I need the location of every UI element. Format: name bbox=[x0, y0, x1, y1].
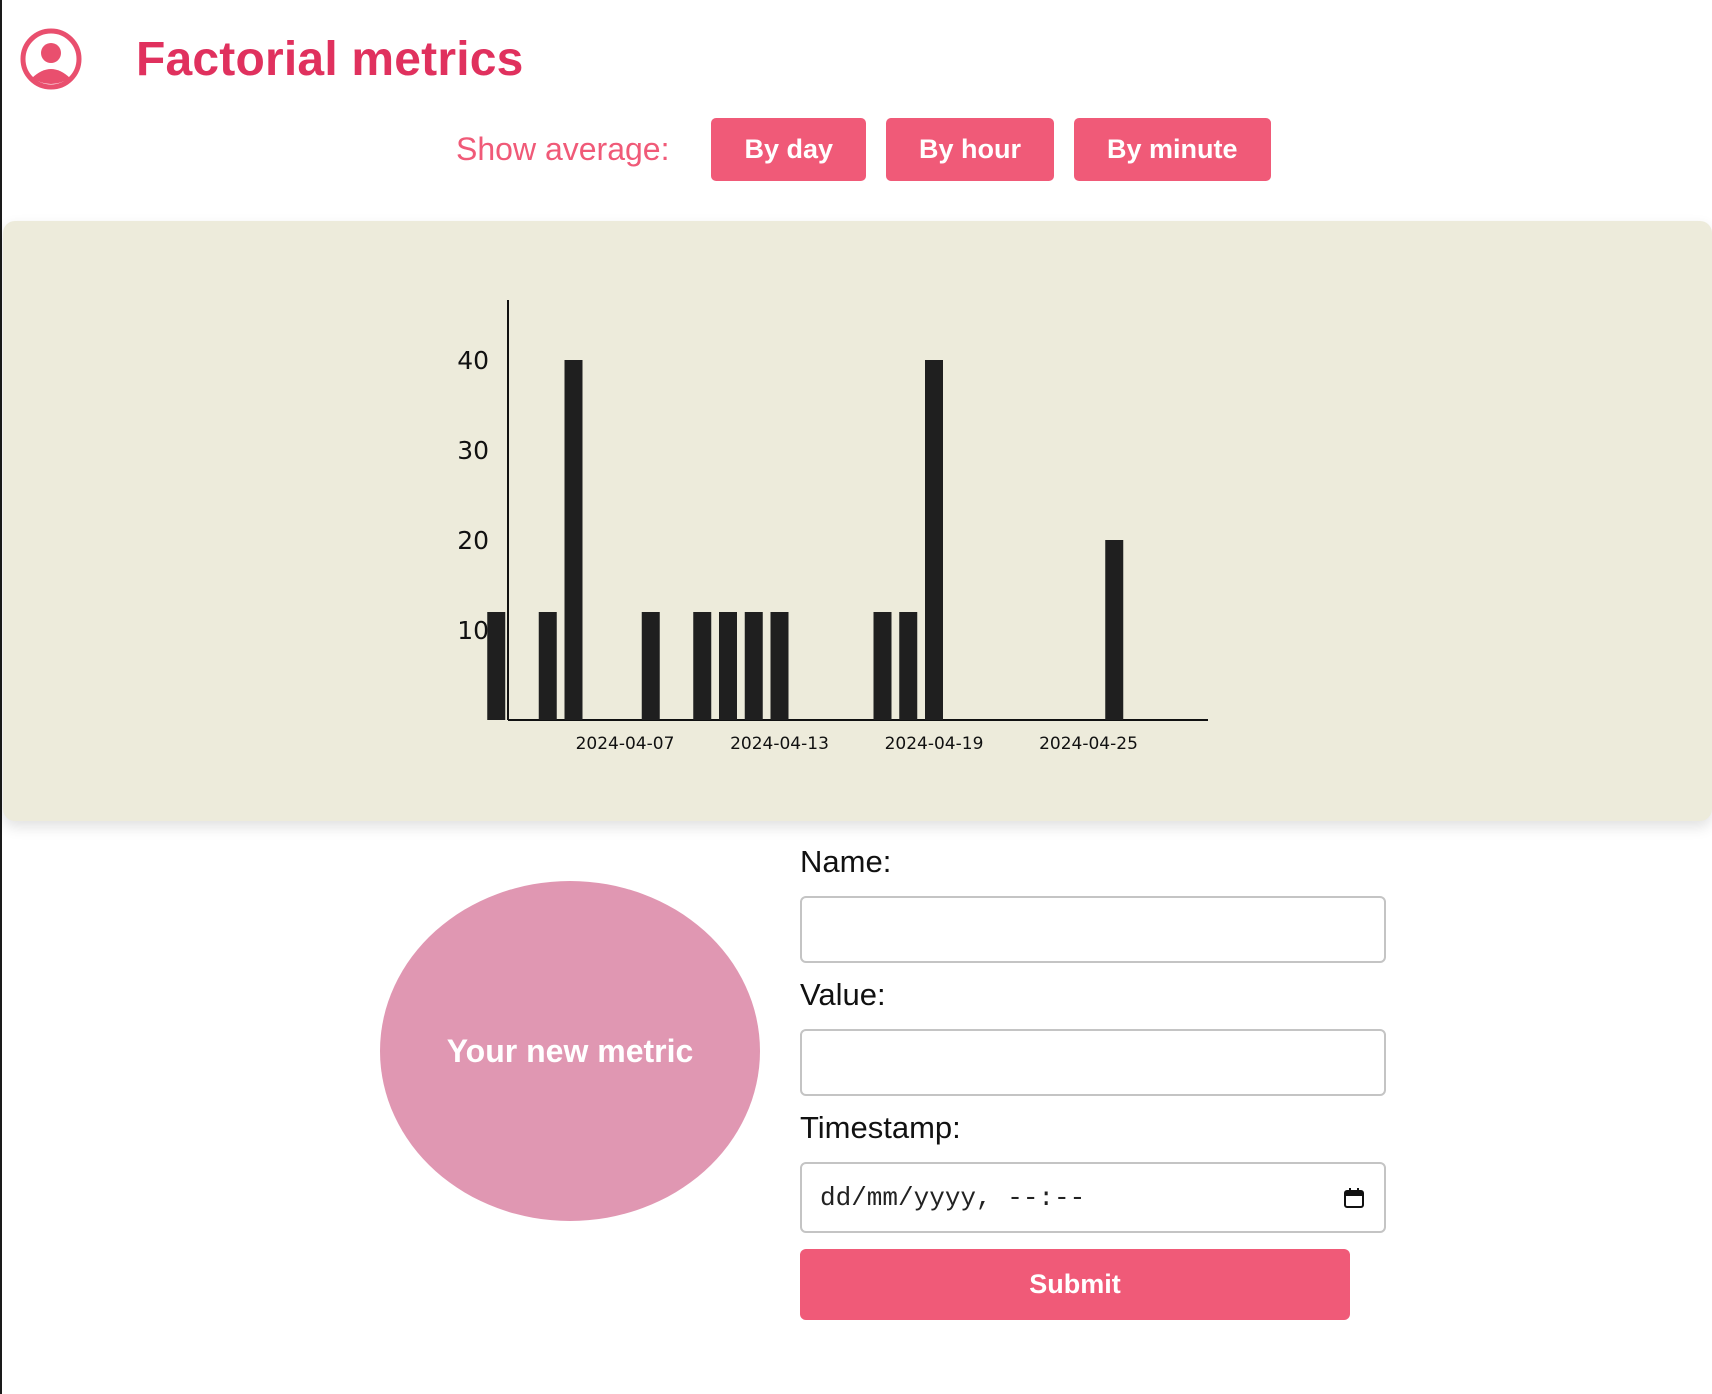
page-left-border bbox=[0, 0, 2, 1394]
chart-bar bbox=[641, 612, 660, 720]
chart-bar bbox=[899, 612, 918, 720]
calendar-icon[interactable] bbox=[1342, 1186, 1366, 1210]
by-hour-button[interactable]: By hour bbox=[886, 118, 1055, 181]
y-tick-label: 30 bbox=[457, 436, 489, 465]
timestamp-label: Timestamp: bbox=[800, 1110, 961, 1145]
timestamp-placeholder: dd/mm/yyyy, --:-- bbox=[820, 1182, 1086, 1213]
name-input[interactable] bbox=[800, 896, 1386, 963]
by-day-button[interactable]: By day bbox=[711, 118, 867, 181]
timestamp-input[interactable]: dd/mm/yyyy, --:-- bbox=[800, 1162, 1386, 1233]
header: Factorial metrics bbox=[18, 24, 524, 94]
y-tick-label: 10 bbox=[457, 616, 489, 645]
page-title: Factorial metrics bbox=[136, 32, 524, 86]
show-average-label: Show average: bbox=[456, 131, 670, 167]
average-toolbar: Show average: By day By hour By minute bbox=[456, 118, 1291, 181]
chart-bar bbox=[770, 612, 789, 720]
x-tick-label: 2024-04-13 bbox=[730, 734, 829, 754]
x-tick-label: 2024-04-25 bbox=[1039, 734, 1138, 754]
submit-button[interactable]: Submit bbox=[800, 1249, 1350, 1320]
by-minute-button[interactable]: By minute bbox=[1074, 118, 1271, 181]
chart-bar bbox=[925, 360, 943, 720]
chart-panel: 10 20 30 40 2024-04-07 2024-04-13 2024-04-19 20… bbox=[3, 221, 1712, 821]
value-input[interactable] bbox=[800, 1029, 1386, 1096]
y-tick-label: 20 bbox=[457, 526, 489, 555]
y-tick-label: 40 bbox=[457, 346, 489, 375]
chart-bar bbox=[487, 612, 506, 720]
new-metric-bubble: Your new metric bbox=[380, 881, 760, 1221]
chart-bar bbox=[693, 612, 712, 720]
chart-bar bbox=[744, 612, 763, 720]
name-label: Name: bbox=[800, 844, 892, 879]
metric-form: Name: Value: Timestamp: dd/mm/yyyy, --:-… bbox=[800, 840, 1386, 1320]
user-circle-icon[interactable] bbox=[18, 26, 84, 92]
chart-bar bbox=[1105, 540, 1124, 720]
x-tick-label: 2024-04-07 bbox=[576, 734, 675, 754]
chart-bar bbox=[538, 612, 557, 720]
chart-bar bbox=[719, 612, 737, 720]
chart-bar bbox=[873, 612, 892, 720]
value-label: Value: bbox=[800, 977, 886, 1012]
bubble-label: Your new metric bbox=[446, 1032, 694, 1069]
chart-bar bbox=[564, 360, 583, 720]
bar-chart: 10 20 30 40 2024-04-07 2024-04-13 2024-04-19 20… bbox=[457, 300, 1208, 754]
x-tick-label: 2024-04-19 bbox=[885, 734, 984, 754]
